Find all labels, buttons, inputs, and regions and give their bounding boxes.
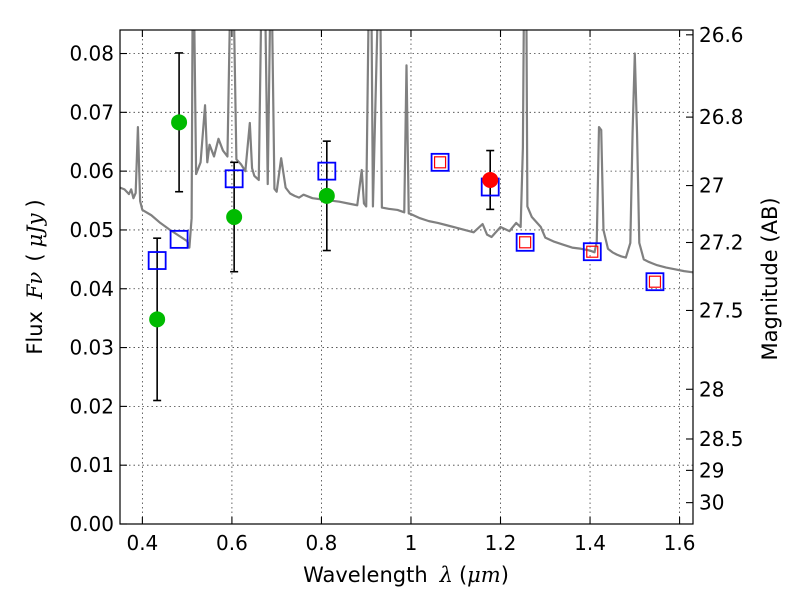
model-spectrum-line	[120, 30, 693, 274]
y-axis-label: FluxFν(μJy)	[23, 199, 47, 354]
model-photometry-inner-square	[433, 156, 447, 169]
mag-tick-label: 27	[699, 174, 724, 198]
y-tick-label: 0.04	[69, 277, 114, 301]
right-axis-label: Magnitude (AB)	[758, 197, 782, 360]
model-photometry-inner-square	[586, 245, 599, 258]
mag-tick-label: 26.6	[699, 23, 744, 47]
mag-tick-label: 26.8	[699, 105, 744, 129]
mag-tick-label: 30	[699, 491, 724, 515]
observed-photometry-point	[318, 187, 335, 204]
plot-area	[120, 30, 693, 402]
observed-photometry-point	[226, 209, 243, 226]
observed-photometry-point	[482, 171, 499, 188]
model-photometry-inner-square	[519, 236, 532, 249]
x-tick-label: 1.2	[485, 531, 517, 555]
y-tick-label: 0.08	[69, 42, 114, 66]
model-photometry-square	[430, 152, 450, 172]
y-tick-label: 0.02	[69, 394, 114, 418]
model-photometry-square	[317, 161, 337, 181]
x-tick-label: 0.6	[216, 531, 248, 555]
x-tick-label: 0.8	[306, 531, 338, 555]
y-tick-label: 0.00	[69, 512, 114, 536]
model-photometry-square	[224, 169, 244, 189]
x-tick-label: 1	[405, 531, 418, 555]
observed-photometry-point	[149, 311, 166, 328]
mag-tick-label: 28.5	[699, 427, 744, 451]
y-tick-label: 0.03	[69, 336, 114, 360]
observed-photometry-point	[171, 114, 188, 131]
model-photometry-inner-square	[648, 275, 662, 288]
mag-tick-label: 27.2	[699, 231, 744, 255]
plot-frame	[119, 29, 694, 525]
model-photometry-square	[169, 229, 189, 249]
mag-tick-label: 27.5	[699, 298, 744, 322]
y-tick-label: 0.01	[69, 453, 114, 477]
y-tick-label: 0.06	[69, 159, 114, 183]
y-tick-label: 0.05	[69, 218, 114, 242]
model-photometry-square	[147, 251, 167, 270]
x-tick-label: 1.4	[574, 531, 606, 555]
mag-tick-label: 29	[699, 458, 724, 482]
y-tick-label: 0.07	[69, 100, 114, 124]
x-axis-label: Wavelength λ (μm)	[303, 563, 509, 587]
x-tick-label: 0.4	[126, 531, 158, 555]
mag-tick-label: 28	[699, 377, 724, 401]
axis-ticks: 0.4 0.6 0.8 1 1.2 1.4 1.6 0.00 0.01 0.02 0.03 0.04 0…	[69, 23, 743, 555]
model-photometry-square	[582, 242, 602, 262]
x-tick-label: 1.6	[664, 531, 696, 555]
model-photometry-square	[645, 272, 665, 292]
model-photometry-square	[515, 232, 535, 252]
